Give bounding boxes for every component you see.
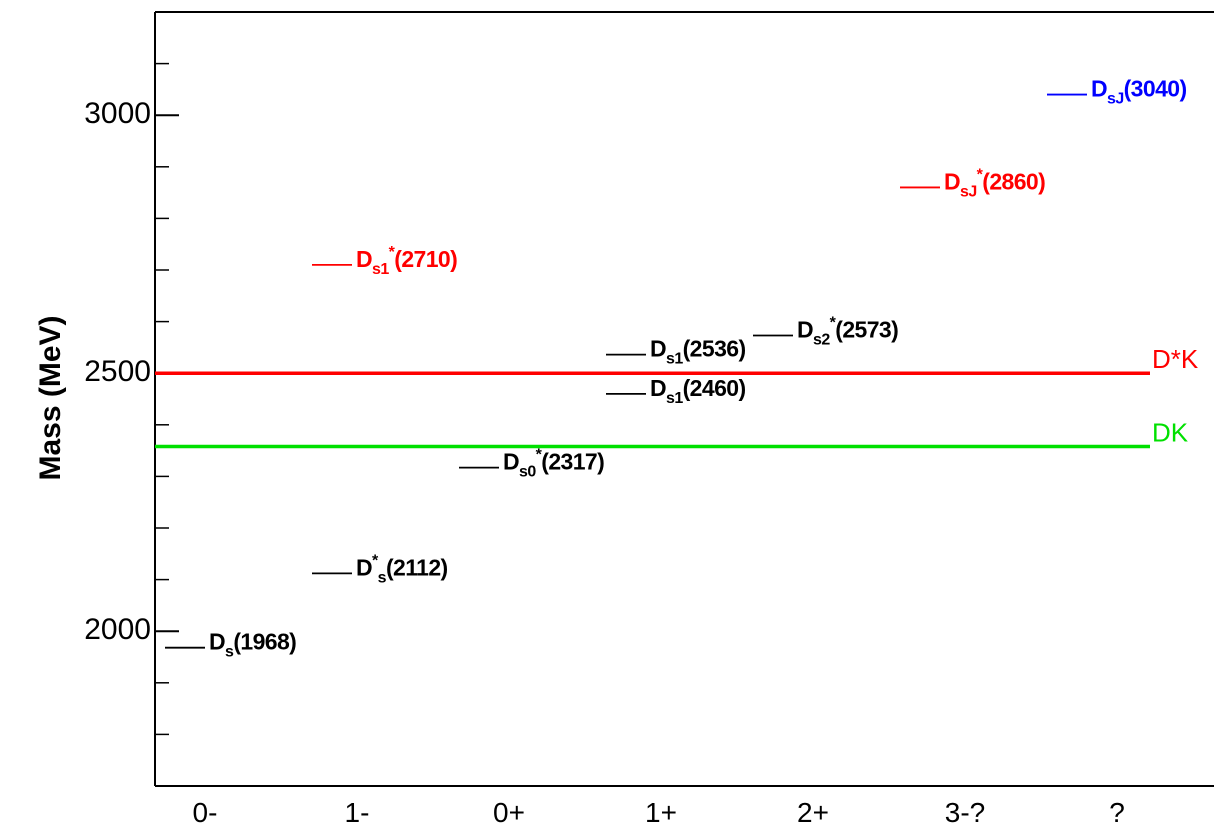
level-label-part: *: [830, 315, 837, 332]
x-tick-label: 3-?: [945, 797, 985, 828]
level-label: Ds1(2460): [650, 375, 746, 407]
level-label: DsJ*(2860): [944, 166, 1045, 200]
y-axis-label: Mass (MeV): [34, 315, 67, 480]
level-label-part: s1: [372, 261, 389, 278]
level-label-part: (2860): [982, 168, 1045, 194]
level-label-part: sJ: [960, 183, 977, 200]
y-tick-label: 2000: [84, 613, 151, 646]
threshold-label: D*K: [1152, 344, 1199, 374]
level-label-part: (2317): [541, 449, 604, 475]
level-label: DsJ(3040): [1091, 76, 1187, 108]
level-label-part: (2536): [683, 336, 746, 362]
x-tick-label: 0-: [193, 797, 218, 828]
level-label: Ds0*(2317): [503, 447, 604, 481]
x-tick-label: 1-: [345, 797, 370, 828]
level-label-part: (2460): [683, 375, 746, 401]
level-label-part: *: [389, 244, 396, 261]
level-label-part: D: [944, 168, 960, 194]
level-label: Ds2*(2573): [797, 315, 898, 349]
threshold-label: DK: [1152, 417, 1189, 447]
level-label: Ds1(2536): [650, 336, 746, 368]
level-label-part: D: [650, 375, 666, 401]
level-label-part: (2710): [394, 246, 457, 272]
x-tick-label: 2+: [797, 797, 829, 828]
level-label-part: D: [797, 317, 813, 343]
level-label-part: (2112): [386, 554, 448, 580]
level-label: Ds1*(2710): [356, 244, 457, 278]
level-label-part: s: [225, 644, 234, 661]
level-label-part: *: [536, 447, 543, 464]
level-label-part: D: [503, 449, 519, 475]
x-tick-label: 1+: [645, 797, 677, 828]
x-tick-label: 0+: [493, 797, 525, 828]
level-label-part: s: [378, 569, 387, 586]
axes-frame: [154, 11, 1214, 787]
level-label-part: s1: [666, 390, 683, 407]
level-label-part: sJ: [1107, 91, 1124, 108]
x-tick-label: ?: [1109, 797, 1125, 828]
level-label: Ds(1968): [209, 629, 296, 661]
level-label-part: s2: [813, 332, 830, 349]
level-label-part: (2573): [835, 317, 898, 343]
level-label-part: (3040): [1124, 76, 1187, 102]
level-label-part: (1968): [233, 629, 296, 655]
level-label-part: D: [356, 246, 372, 272]
level-label-part: s0: [519, 464, 536, 481]
level-label-part: D: [650, 336, 666, 362]
y-tick-label: 3000: [84, 97, 151, 130]
level-label-part: D: [1091, 76, 1107, 102]
level-label-part: s1: [666, 351, 683, 368]
level-label: D*s(2112): [356, 552, 448, 586]
level-label-part: D: [356, 554, 372, 580]
level-label-part: *: [977, 166, 984, 183]
level-label-part: D: [209, 629, 225, 655]
y-tick-label: 2500: [84, 355, 151, 388]
level-label-part: *: [372, 552, 379, 569]
